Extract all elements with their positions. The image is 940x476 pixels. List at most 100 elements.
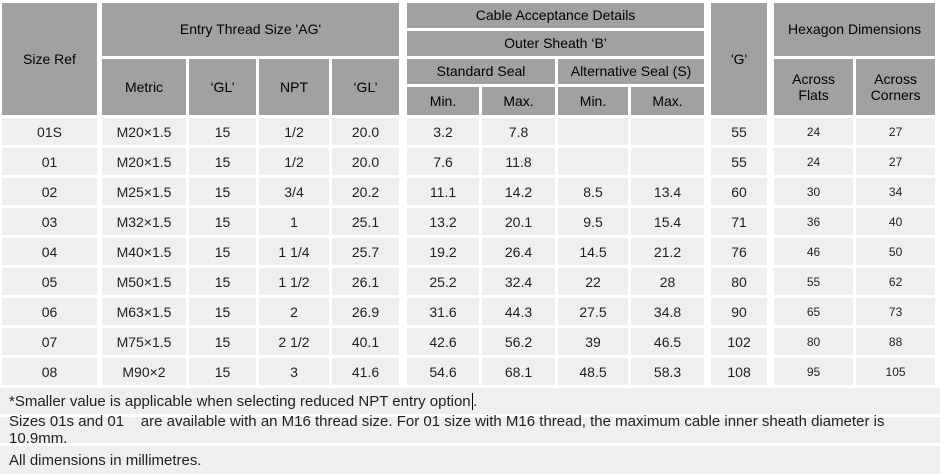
table-cell: 20.2	[332, 178, 400, 205]
header-size-ref: Size Ref	[2, 3, 97, 115]
table-cell: 40.1	[332, 328, 400, 355]
table-cell: 90	[707, 298, 768, 325]
table-cell: 06	[2, 298, 97, 325]
table-cell: M20×1.5	[100, 148, 186, 175]
table-cell: 44.3	[482, 298, 556, 325]
table-cell: 24	[770, 118, 854, 145]
table-cell: 02	[2, 178, 97, 205]
footnote-units: All dimensions in millimetres.	[0, 446, 940, 474]
footnote-npt-text: *Smaller value is applicable when select…	[9, 392, 471, 410]
table-cell: 15	[189, 208, 256, 235]
table-row: 08 M90×2 15 3 41.6 54.6 68.1 48.5 58.3 108 95 105	[2, 358, 936, 385]
header-max-alternative: Max.	[631, 87, 705, 115]
header-min-alternative: Min.	[558, 87, 629, 115]
table-cell: 26.4	[482, 238, 556, 265]
footnote-m16-thread: Sizes 01s and 01 are available with an M…	[0, 413, 940, 447]
table-cell: 88	[856, 328, 936, 355]
header-alternative-seal: Alternative Seal (S)	[558, 59, 705, 84]
table-cell: 71	[707, 208, 768, 235]
header-across-corners: Across Corners	[856, 59, 936, 115]
table-cell: 15	[189, 178, 256, 205]
table-cell: 55	[770, 268, 854, 295]
table-cell: 56.2	[482, 328, 556, 355]
table-cell: 73	[856, 298, 936, 325]
table-cell: 108	[707, 358, 768, 385]
footnote-m16-text: Sizes 01s and 01 are available with an M…	[9, 413, 889, 447]
header-across-flats: Across Flats	[770, 59, 854, 115]
header-entry-thread-size: Entry Thread Size 'AG'	[100, 3, 400, 56]
table-cell: 2	[259, 298, 329, 325]
table-cell: M50×1.5	[100, 268, 186, 295]
header-standard-seal: Standard Seal	[402, 59, 556, 84]
header-row-4: Min. Max. Min. Max.	[2, 87, 935, 115]
table-cell: 7.8	[482, 118, 556, 145]
table-cell: 46.5	[631, 328, 705, 355]
table-cell: 105	[856, 358, 936, 385]
header-max-standard: Max.	[482, 87, 556, 115]
table-cell: 25.1	[332, 208, 400, 235]
table-cell: 34.8	[631, 298, 705, 325]
table-cell: 20.1	[482, 208, 556, 235]
table-row: 02 M25×1.5 15 3/4 20.2 11.1 14.2 8.5 13.4 60 30 34	[2, 178, 936, 205]
footnote-units-text: All dimensions in millimetres.	[9, 451, 202, 469]
table-cell: 31.6	[402, 298, 480, 325]
table-cell: 34	[856, 178, 936, 205]
table-cell: 8.5	[558, 178, 629, 205]
table-cell: 15	[189, 328, 256, 355]
table-cell: 01S	[2, 118, 97, 145]
table-cell: 15	[189, 118, 256, 145]
table-cell: 58.3	[631, 358, 705, 385]
table-cell: 13.2	[402, 208, 480, 235]
header-metric: Metric	[100, 59, 186, 115]
table-cell: 1/2	[259, 118, 329, 145]
table-cell: 102	[707, 328, 768, 355]
table-cell: M75×1.5	[100, 328, 186, 355]
table-cell: 7.6	[402, 148, 480, 175]
table-cell: 03	[2, 208, 97, 235]
footnote-npt-period: .	[473, 392, 478, 410]
table-row: 06 M63×1.5 15 2 26.9 31.6 44.3 27.5 34.8 90 65 73	[2, 298, 936, 325]
table-cell: 68.1	[482, 358, 556, 385]
table-cell: 55	[707, 118, 768, 145]
table-cell: 80	[707, 268, 768, 295]
table-cell: 36	[770, 208, 854, 235]
table-cell: 30	[770, 178, 854, 205]
text-cursor	[471, 392, 474, 410]
table-row: 01 M20×1.5 15 1/2 20.0 7.6 11.8 55 24 27	[2, 148, 936, 175]
table-cell	[631, 148, 705, 175]
table-cell: 26.1	[332, 268, 400, 295]
table-cell: 1	[259, 208, 329, 235]
table-cell: 14.2	[482, 178, 556, 205]
table-cell: 15	[189, 148, 256, 175]
table-cell: 20.0	[332, 118, 400, 145]
table-cell: 07	[2, 328, 97, 355]
table-cell: M25×1.5	[100, 178, 186, 205]
table-cell: 15	[189, 358, 256, 385]
table-cell: 3/4	[259, 178, 329, 205]
header-gl-npt: ‘GL’	[332, 59, 400, 115]
table-cell: 39	[558, 328, 629, 355]
header-row-2: Outer Sheath ‘B’	[2, 31, 935, 56]
table-cell: 04	[2, 238, 97, 265]
table-cell: 65	[770, 298, 854, 325]
table-cell: 40	[856, 208, 936, 235]
table-header: Size Ref Entry Thread Size 'AG' Cable Ac…	[2, 3, 936, 115]
table-row: 04 M40×1.5 15 1 1/4 25.7 19.2 26.4 14.5 21.2 76 46…	[2, 238, 936, 265]
table-cell: 08	[2, 358, 97, 385]
table-cell	[558, 118, 629, 145]
table-cell: 32.4	[482, 268, 556, 295]
table-cell: 26.9	[332, 298, 400, 325]
table-cell: 28	[631, 268, 705, 295]
table-cell: M40×1.5	[100, 238, 186, 265]
table-cell	[631, 118, 705, 145]
table-cell: 3.2	[402, 118, 480, 145]
table-cell: 01	[2, 148, 97, 175]
table-cell: 15	[189, 268, 256, 295]
table-cell: 20.0	[332, 148, 400, 175]
table-cell: 2 1/2	[259, 328, 329, 355]
table-cell	[558, 148, 629, 175]
table-cell: 15.4	[631, 208, 705, 235]
table-cell: 05	[2, 268, 97, 295]
table-cell: 21.2	[631, 238, 705, 265]
